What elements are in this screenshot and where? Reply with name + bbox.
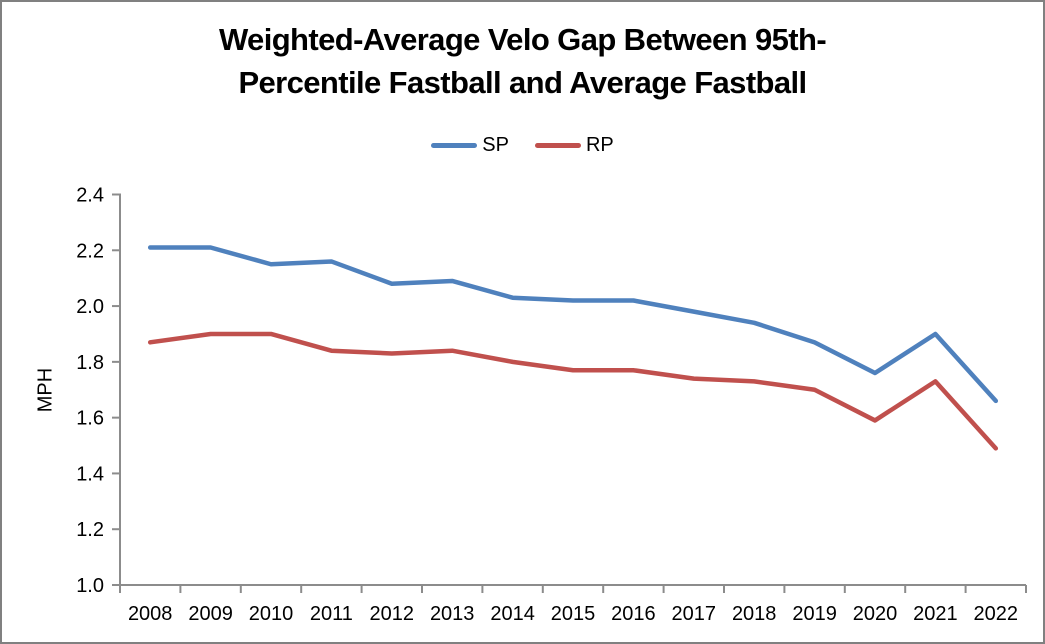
y-tick-label: 1.6 xyxy=(76,408,104,430)
x-tick-label: 2022 xyxy=(974,603,1019,625)
sp-legend-label: SP xyxy=(482,134,509,156)
x-tick-label: 2016 xyxy=(611,603,656,625)
y-tick-label: 2.0 xyxy=(76,296,104,318)
rp-line xyxy=(147,331,999,451)
chart-title-line2: Percentile Fastball and Average Fastball xyxy=(238,65,807,100)
x-tick-label: 2015 xyxy=(551,603,596,625)
x-tick-label: 2020 xyxy=(853,603,898,625)
y-tick-label: 1.2 xyxy=(76,519,104,541)
sp-line xyxy=(147,245,999,404)
x-tick-label: 2011 xyxy=(310,603,353,625)
rp-legend-swatch-icon xyxy=(534,143,581,148)
x-tick-label: 2009 xyxy=(188,603,233,625)
y-tick-label: 2.4 xyxy=(76,185,104,207)
chart-title: Weighted-Average Velo Gap Between 95th- … xyxy=(2,18,1043,104)
x-tick-label: 2019 xyxy=(792,603,837,625)
x-tick-label: 2008 xyxy=(128,603,173,625)
x-tick-label: 2021 xyxy=(913,603,958,625)
x-tick-label: 2013 xyxy=(430,603,475,625)
chart-title-line1: Weighted-Average Velo Gap Between 95th- xyxy=(218,22,827,57)
sp-legend-swatch-icon xyxy=(431,143,478,148)
y-tick-label: 1.4 xyxy=(76,463,104,485)
legend-item-rp: RP xyxy=(534,134,614,157)
rp-legend-label: RP xyxy=(585,134,614,156)
x-tick-label: 2018 xyxy=(732,603,777,625)
y-tick-label: 1.0 xyxy=(76,575,104,597)
y-tick-label: 1.8 xyxy=(76,352,104,374)
x-tick-label: 2010 xyxy=(249,603,294,625)
legend: SP RP xyxy=(2,134,1043,157)
x-tick-label: 2014 xyxy=(490,603,535,625)
x-tick-label: 2017 xyxy=(672,603,717,625)
x-tick-label: 2012 xyxy=(370,603,415,625)
y-tick-label: 2.2 xyxy=(76,240,104,262)
legend-item-sp: SP xyxy=(431,134,509,157)
